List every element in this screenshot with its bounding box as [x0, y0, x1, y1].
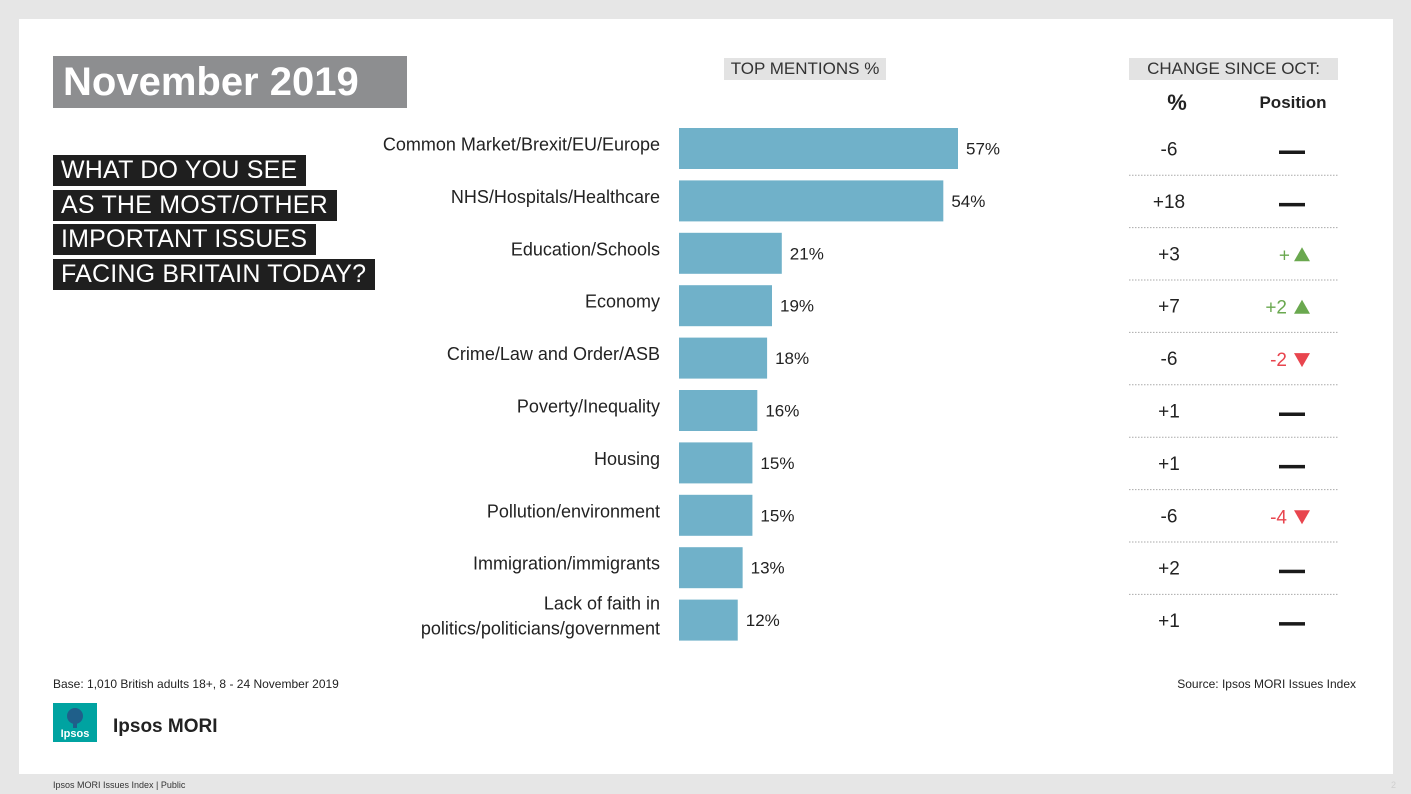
no-change-dash-icon [1279, 569, 1305, 574]
category-label: Poverty/Inequality [517, 397, 660, 417]
bar-value-label: 21% [790, 244, 824, 263]
pct-change-value: +1 [1158, 611, 1180, 632]
no-change-dash-icon [1279, 150, 1305, 154]
page-number: 2 [1390, 780, 1396, 790]
logo-mark-icon [67, 708, 83, 728]
position-change-value: + [1279, 245, 1290, 266]
pct-change-value: +2 [1158, 559, 1180, 580]
bar [679, 232, 782, 274]
base-note: Base: 1,010 British adults 18+, 8 - 24 N… [53, 677, 339, 691]
bar [679, 494, 753, 536]
no-change-dash-icon [1279, 464, 1305, 469]
category-label: Economy [585, 292, 660, 312]
question-line: FACING BRITAIN TODAY? [53, 258, 376, 290]
pct-change-value: -6 [1161, 506, 1178, 527]
pct-change-value: +7 [1158, 297, 1180, 318]
footer-strip: Ipsos MORI Issues Index | Public [53, 780, 186, 790]
category-label: Common Market/Brexit/EU/Europe [383, 135, 660, 155]
category-label: Crime/Law and Order/ASB [447, 344, 660, 364]
question-line: WHAT DO YOU SEE [53, 155, 307, 186]
bar [679, 337, 768, 379]
category-label: Pollution/environment [487, 501, 660, 521]
top-mentions-header: TOP MENTIONS % [724, 58, 886, 80]
down-arrow-icon [1294, 510, 1310, 525]
no-change-dash-icon [1279, 202, 1305, 207]
page-title: November 2019 [53, 56, 407, 108]
ipsos-logo: Ipsos [53, 703, 97, 742]
bar [679, 442, 753, 484]
bar [679, 390, 758, 431]
logo-word: Ipsos [60, 728, 90, 740]
category-label: Lack of faith in [544, 594, 660, 614]
bar-value-label: 16% [765, 402, 799, 421]
no-change-dash-icon [1279, 622, 1305, 626]
bar-value-label: 15% [760, 454, 794, 473]
question-line: IMPORTANT ISSUES [53, 224, 317, 255]
bar [679, 599, 738, 641]
no-change-dash-icon [1279, 412, 1305, 416]
down-arrow-icon [1294, 353, 1310, 368]
bar [679, 285, 772, 327]
bar-value-label: 57% [966, 140, 1000, 159]
brand-name: Ipsos MORI [113, 716, 218, 737]
position-header: Position [1259, 93, 1327, 112]
category-label: Education/Schools [511, 239, 660, 259]
pct-change-value: +3 [1158, 244, 1180, 265]
pct-change-value: +1 [1158, 402, 1180, 423]
category-label: politics/politicians/government [421, 619, 660, 639]
bar-value-label: 13% [751, 559, 785, 578]
bar-value-label: 12% [746, 611, 780, 630]
position-change-value: -4 [1270, 507, 1287, 528]
pct-change-value: +1 [1158, 454, 1180, 475]
category-label: NHS/Hospitals/Healthcare [451, 187, 660, 207]
bar [679, 180, 944, 222]
pct-change-header: % [1167, 90, 1187, 115]
bar-value-label: 18% [775, 349, 809, 368]
up-arrow-icon [1294, 299, 1310, 314]
pct-change-value: -6 [1161, 349, 1178, 370]
position-change-value: -2 [1270, 350, 1287, 371]
pct-change-value: -6 [1161, 140, 1178, 161]
question-line: AS THE MOST/OTHER [53, 189, 337, 221]
change-since-header: CHANGE SINCE OCT: [1129, 58, 1338, 80]
bar-value-label: 15% [760, 506, 794, 525]
bar [679, 547, 743, 589]
bar [679, 128, 958, 169]
up-arrow-icon [1294, 247, 1310, 262]
source-note: Source: Ipsos MORI Issues Index [1177, 677, 1356, 691]
position-change-value: +2 [1265, 298, 1287, 319]
bar-value-label: 54% [951, 192, 985, 211]
survey-question: WHAT DO YOU SEE AS THE MOST/OTHER IMPORT… [53, 155, 376, 293]
category-label: Housing [594, 449, 660, 469]
category-label: Immigration/immigrants [473, 554, 660, 574]
pct-change-value: +18 [1153, 192, 1185, 213]
bar-value-label: 19% [780, 297, 814, 316]
